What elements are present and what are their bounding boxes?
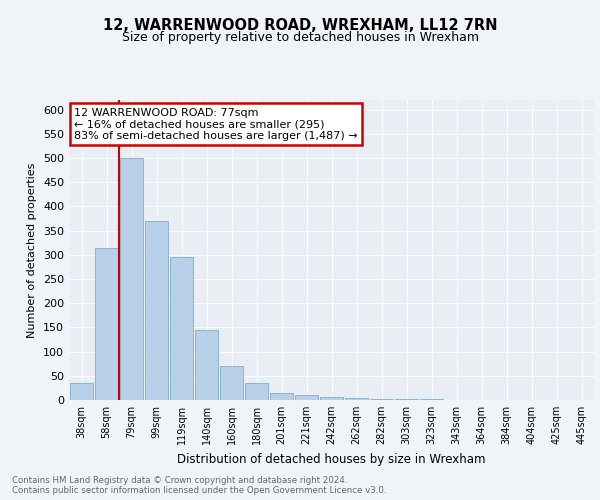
Text: Size of property relative to detached houses in Wrexham: Size of property relative to detached ho… xyxy=(121,31,479,44)
Bar xyxy=(320,397,343,400)
Bar xyxy=(295,395,318,400)
Bar xyxy=(70,383,93,400)
Bar xyxy=(220,366,243,400)
Bar xyxy=(395,399,418,400)
Y-axis label: Number of detached properties: Number of detached properties xyxy=(28,162,37,338)
Bar xyxy=(95,248,118,400)
Bar xyxy=(420,399,443,400)
Text: 12, WARRENWOOD ROAD, WREXHAM, LL12 7RN: 12, WARRENWOOD ROAD, WREXHAM, LL12 7RN xyxy=(103,18,497,32)
Bar xyxy=(120,158,143,400)
Bar xyxy=(270,392,293,400)
Bar xyxy=(170,258,193,400)
Text: 12 WARRENWOOD ROAD: 77sqm
← 16% of detached houses are smaller (295)
83% of semi: 12 WARRENWOOD ROAD: 77sqm ← 16% of detac… xyxy=(74,108,358,140)
Text: Contains HM Land Registry data © Crown copyright and database right 2024.
Contai: Contains HM Land Registry data © Crown c… xyxy=(12,476,386,495)
X-axis label: Distribution of detached houses by size in Wrexham: Distribution of detached houses by size … xyxy=(177,452,486,466)
Bar xyxy=(370,398,393,400)
Bar xyxy=(195,330,218,400)
Bar xyxy=(345,398,368,400)
Bar xyxy=(145,221,168,400)
Bar xyxy=(245,383,268,400)
